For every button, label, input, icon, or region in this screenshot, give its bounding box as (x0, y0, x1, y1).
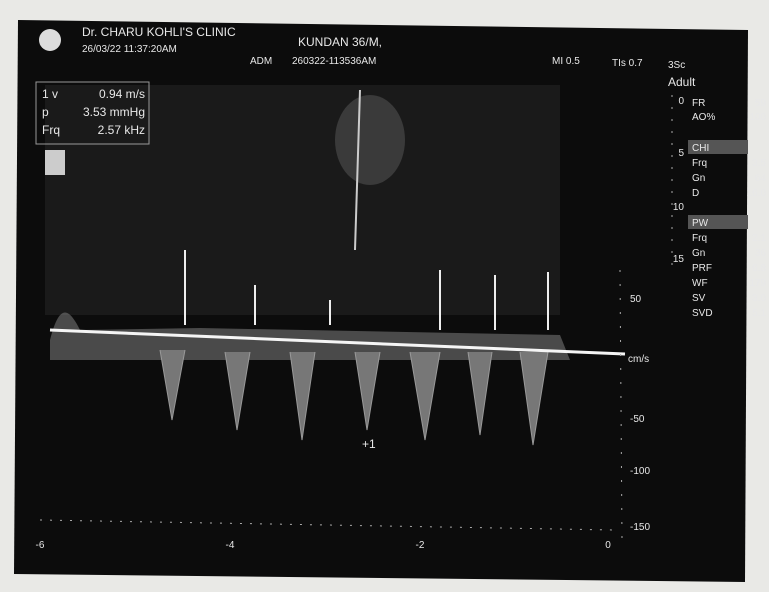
param-value: 2.1 (752, 233, 766, 244)
gray-bar (45, 150, 65, 175)
measurement-value: 0.94 m/s (99, 87, 145, 101)
depth-tick-label: 15 (673, 254, 685, 265)
2d-image (335, 95, 405, 185)
velocity-tick-label: -50 (630, 414, 645, 425)
chi-header-bg (688, 140, 748, 154)
param-value: 36 (755, 248, 767, 259)
spectrum-lobes (159, 349, 549, 446)
spectrum-band (50, 312, 570, 360)
velocity-tick-label: -150 (630, 522, 650, 533)
ge-logo (39, 29, 61, 51)
2d-image-area (45, 85, 560, 315)
velocity-tick-label: -100 (630, 466, 650, 477)
baseline (49, 328, 626, 356)
measurement-label: p (42, 105, 49, 119)
preset: Adult (668, 75, 696, 89)
param-value: 6.8 (752, 263, 766, 274)
param-label: D (692, 188, 699, 199)
measurement-value: 3.53 mmHg (83, 105, 145, 119)
measurement-value: 2.57 kHz (98, 123, 145, 137)
param-label: SVD (692, 308, 713, 319)
patient: KUNDAN 36/M, (298, 35, 382, 49)
param-value: 5.1 (752, 308, 766, 319)
param-label: WF (692, 278, 708, 289)
depth-tick-label: 10 (673, 202, 685, 213)
pw-header-bg (688, 215, 748, 229)
time-tick-label: 0 (605, 540, 611, 551)
probe: 3Sc (668, 60, 685, 71)
param-value: 3.0 (752, 293, 766, 304)
measurement-label: Frq (42, 123, 60, 137)
depth-tick-label: 0 (678, 96, 684, 107)
param-value: 64 (755, 173, 767, 184)
velocity-unit: cm/s (628, 354, 649, 365)
time-tick-label: -2 (416, 540, 425, 551)
param-value: 59 (755, 98, 767, 109)
velocity-tick-label: 50 (630, 294, 642, 305)
measurement-label: 1 v (42, 87, 58, 101)
param-label: AO% (692, 112, 715, 123)
time-tick-label: -6 (36, 540, 45, 551)
study-id: 260322-113536AM (292, 56, 376, 67)
param-label: Frq (692, 158, 707, 169)
section-title: CHI (692, 143, 709, 154)
tis: TIs 0.7 (612, 58, 643, 69)
param-label: Frq (692, 233, 707, 244)
cursor-line (354, 89, 361, 251)
param-label: Gn (692, 173, 705, 184)
spectrum-peaks (184, 250, 549, 330)
clinic: Dr. CHARU KOHLI'S CLINIC (82, 25, 236, 39)
velocity-axis (619, 269, 623, 541)
section-title: PW (692, 218, 709, 229)
param-label: SV (692, 293, 706, 304)
param-value: 3.5 (752, 158, 766, 169)
param-value: 16.0 (747, 188, 767, 199)
depth-tick-label: 5 (678, 148, 684, 159)
adm: ADM (250, 56, 272, 67)
datetime: 26/03/22 11:37:20AM (82, 44, 177, 55)
mi: MI 0.5 (552, 56, 580, 67)
param-value: 179 (749, 278, 766, 289)
param-value: 100 (749, 112, 766, 123)
param-label: Gn (692, 248, 705, 259)
param-label: PRF (692, 263, 712, 274)
cursor-label: +1 (362, 437, 376, 451)
measurement-box (35, 81, 150, 145)
time-tick-label: -4 (226, 540, 235, 551)
param-label: FR (692, 98, 705, 109)
